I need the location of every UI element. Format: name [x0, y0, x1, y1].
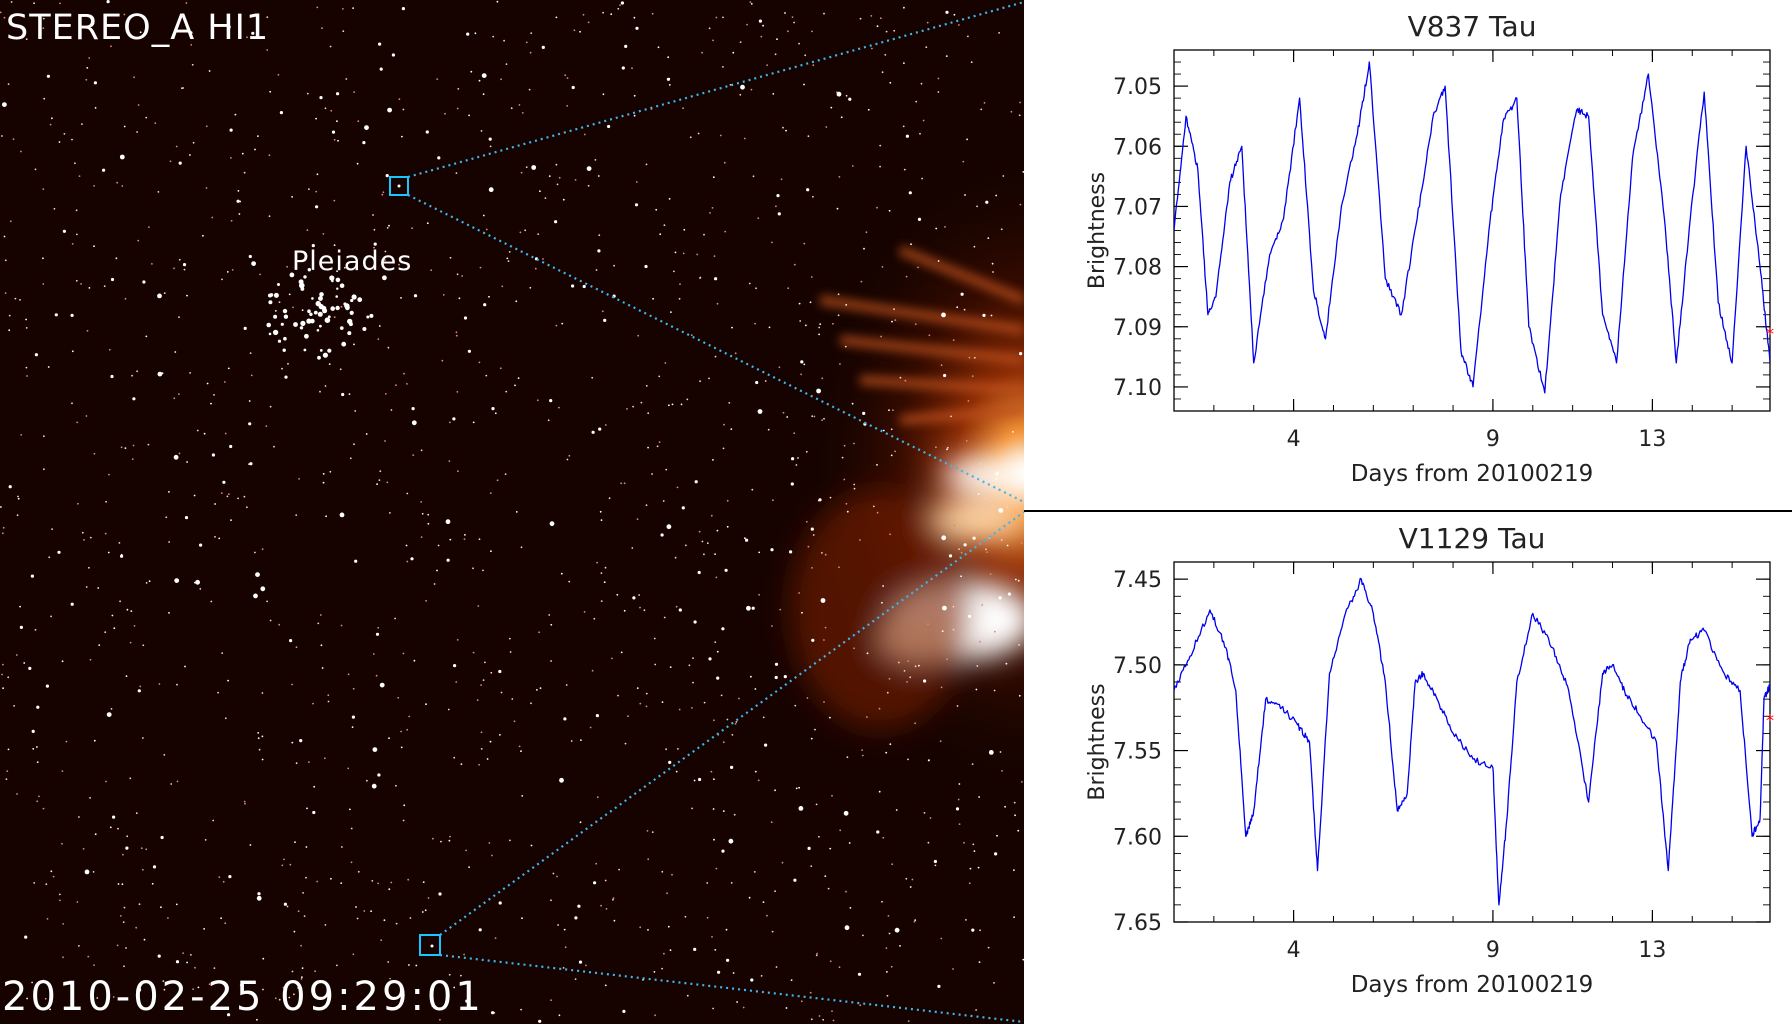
last-point-marker: * [1766, 711, 1774, 730]
plot-frame [1173, 561, 1771, 923]
x-tick-label: 9 [1486, 427, 1500, 452]
pleiades-cluster [266, 268, 374, 360]
charts-svg: V837 Tau 4 9 13 7.05 7.06 7.07 7.08 7.09 7.10 Days… [1024, 10, 1792, 998]
light-curve-panel: V837 Tau 4 9 13 7.05 7.06 7.07 7.08 7.09 7.10 Days… [1024, 0, 1792, 1024]
plot-frame [1173, 49, 1771, 412]
y-tick-label: 7.65 [1113, 911, 1162, 936]
series-line [1174, 61, 1770, 394]
y-tick-label: 7.45 [1113, 568, 1162, 593]
x-tick-label: 4 [1287, 938, 1301, 963]
y-tick-label: 7.50 [1113, 654, 1162, 679]
chart-title: V837 Tau [1408, 10, 1537, 43]
y-tick-label: 7.10 [1113, 376, 1162, 401]
stereo-image-panel: STEREO_A HI1 Pleiades 2010-02-25 09:29:0… [0, 0, 1024, 1024]
x-tick-label: 4 [1287, 427, 1301, 452]
y-tick-label: 7.09 [1113, 316, 1162, 341]
x-axis-label: Days from 20100219 [1351, 461, 1594, 487]
y-tick-label: 7.55 [1113, 740, 1162, 765]
y-axis-label: Brightness [1085, 172, 1110, 289]
y-tick-label: 7.05 [1113, 75, 1162, 100]
x-tick-label: 9 [1486, 938, 1500, 963]
chart-0: V837 Tau 4 9 13 7.05 7.06 7.07 7.08 7.09 7.10 Days… [1085, 10, 1774, 487]
chart-1: V1129 Tau 4 9 13 7.45 7.50 7.55 7.60 7.65 Days fr… [1085, 522, 1774, 998]
starfield-image [0, 0, 1024, 1024]
y-tick-label: 7.06 [1113, 135, 1162, 160]
series-line [1174, 577, 1770, 906]
x-tick-label: 13 [1638, 938, 1666, 963]
last-point-marker: * [1766, 324, 1774, 343]
chart-title: V1129 Tau [1399, 522, 1546, 555]
x-axis-label: Days from 20100219 [1351, 972, 1594, 998]
pleiades-label: Pleiades [292, 246, 413, 277]
image-timestamp: 2010-02-25 09:29:01 [2, 974, 484, 1020]
y-tick-label: 7.60 [1113, 825, 1162, 850]
y-tick-label: 7.07 [1113, 195, 1162, 220]
x-tick-label: 13 [1638, 427, 1666, 452]
instrument-label: STEREO_A HI1 [6, 8, 270, 48]
y-axis-label: Brightness [1085, 683, 1110, 800]
y-tick-label: 7.08 [1113, 256, 1162, 281]
